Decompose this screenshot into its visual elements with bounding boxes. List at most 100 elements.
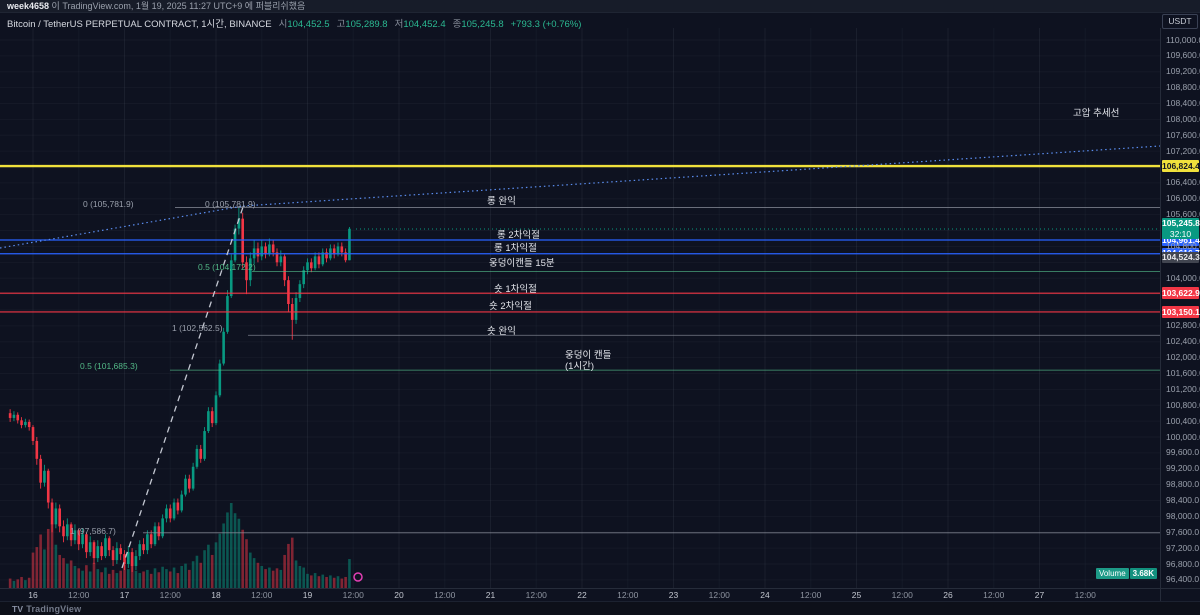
price-change: +793.3 (+0.76%) [510, 19, 582, 30]
volume-bar [12, 580, 16, 588]
price-chart-canvas[interactable] [0, 0, 1160, 601]
text-drawing[interactable]: 숏 완익 [487, 326, 516, 337]
pink-circle-marker[interactable] [353, 572, 363, 582]
volume-bar [149, 573, 153, 588]
time-tick: 12:00 [1074, 590, 1096, 600]
tradingview-logo-text: TradingView [26, 604, 82, 614]
candle-body [172, 502, 176, 519]
candle-body [31, 427, 35, 441]
volume-bar [218, 533, 222, 588]
price-line-label: 106,824.4 [1162, 160, 1200, 173]
volume-bar [176, 573, 180, 588]
ohlc-key: 종 [452, 19, 462, 30]
volume-bar [142, 571, 145, 588]
price-tick: 108,400.0 [1166, 98, 1200, 109]
candle-body [260, 246, 264, 257]
volume-bar [96, 569, 100, 588]
fib-level-label[interactable]: 0.5 (104,172.2) [198, 262, 256, 272]
fib-level-label[interactable]: 1 (102,562.5) [172, 323, 223, 333]
candle-body [306, 262, 309, 271]
volume-bar [92, 562, 96, 588]
ohlc-value: 104,452.5 [287, 19, 330, 30]
time-tick: 12:00 [708, 590, 730, 600]
text-drawing[interactable]: 웅덩이캔들 15분 [489, 258, 555, 269]
volume-bar [88, 571, 92, 588]
candle-body [24, 421, 27, 426]
price-line-label: 104,961.4 [1162, 234, 1200, 246]
dotted-trendline-right[interactable] [242, 145, 1160, 207]
dotted-trendline-left[interactable] [0, 205, 244, 249]
candle-body [233, 228, 237, 261]
price-line-label: 104,524.3 [1162, 251, 1200, 263]
candle-body [66, 524, 69, 537]
volume-bar [329, 575, 332, 588]
volume-bar [43, 549, 46, 588]
candle-body [271, 244, 275, 253]
candle-body [134, 556, 138, 567]
fib-level-label[interactable]: 0.5 (101,685.3) [80, 361, 138, 371]
price-tick: 107,200.0 [1166, 145, 1200, 156]
price-tick: 96,800.0 [1166, 558, 1200, 569]
price-tick: 99,600.0 [1166, 447, 1200, 458]
volume-bar [313, 573, 317, 588]
price-tick: 106,000.0 [1166, 193, 1200, 204]
volume-bar [85, 565, 88, 588]
time-axis[interactable]: 16 12:00 17 12:00 18 12:00 19 12:00 20 12:00 21 12:… [0, 588, 1160, 602]
publication-bar: week4658 이 TradingView.com, 1월 19, 2025 … [0, 0, 1200, 13]
volume-bar [306, 573, 309, 588]
axis-corner [1160, 588, 1200, 602]
candle-body [283, 256, 286, 281]
candle-body [256, 248, 260, 257]
text-drawing[interactable]: 숏 1차익절 [494, 284, 537, 295]
volume-bar [241, 529, 244, 588]
volume-bar [153, 568, 157, 588]
text-drawing[interactable]: 롱 2차익절 [497, 230, 540, 241]
price-axis[interactable]: 96,400.0 96,800.0 97,200.0 97,600.0 98,000.0… [1160, 28, 1200, 588]
text-drawing[interactable]: 웅덩이 캔들 (1시간) [565, 350, 612, 372]
volume-bar [130, 559, 134, 588]
volume-legend[interactable]: Volume 3.68K [1095, 563, 1157, 579]
price-tick: 104,800.0 [1166, 240, 1200, 251]
volume-bar [134, 570, 138, 588]
fib-level-label[interactable]: 0 (105,781.9) [205, 199, 256, 209]
candle-body [249, 258, 252, 281]
text-drawing[interactable]: 롱 완익 [487, 196, 516, 207]
text-drawing[interactable]: 숏 2차익절 [489, 301, 532, 312]
candle-body [149, 534, 153, 545]
candle-body [8, 413, 12, 418]
volume-bar [249, 552, 252, 588]
time-tick: 16 [28, 590, 38, 600]
price-tick: 101,200.0 [1166, 383, 1200, 394]
tradingview-logo[interactable]: TV TradingView [12, 604, 81, 614]
volume-bar [275, 568, 279, 588]
candle-body [348, 228, 351, 261]
candle-body [203, 431, 206, 459]
volume-bar [283, 554, 286, 588]
ohlc-key: 고 [336, 19, 346, 30]
price-line-label: 103,150.1 [1162, 305, 1200, 318]
volume-bar [260, 565, 264, 588]
candle-body [119, 548, 122, 555]
volume-bar [39, 534, 42, 588]
price-tick: 108,800.0 [1166, 82, 1200, 93]
current-price-label: 105,245.8 32:10 [1162, 218, 1200, 240]
dashed-rally-trendline[interactable] [121, 206, 244, 569]
volume-value: 3.68K [1129, 568, 1157, 579]
currency-toggle-button[interactable]: USDT [1162, 14, 1198, 29]
volume-bar [77, 568, 81, 588]
volume-bar [180, 565, 183, 588]
fib-level-label[interactable]: 1 (97,586.7) [70, 526, 116, 536]
volume-bar [279, 569, 283, 588]
volume-bar [161, 566, 164, 588]
symbol-title[interactable]: Bitcoin / TetherUS PERPETUAL CONTRACT, 1… [7, 19, 272, 30]
text-drawing[interactable]: 고압 추세선 [1073, 108, 1120, 119]
text-drawing[interactable]: 롱 1차익절 [494, 243, 537, 254]
candle-body [107, 538, 111, 551]
price-tick: 100,800.0 [1166, 399, 1200, 410]
price-tick: 102,400.0 [1166, 336, 1200, 347]
candle-body [92, 542, 96, 559]
candle-body [191, 466, 195, 489]
price-tick: 98,000.0 [1166, 510, 1200, 521]
fib-level-label[interactable]: 0 (105,781.9) [83, 199, 134, 209]
volume-bar [256, 562, 260, 588]
